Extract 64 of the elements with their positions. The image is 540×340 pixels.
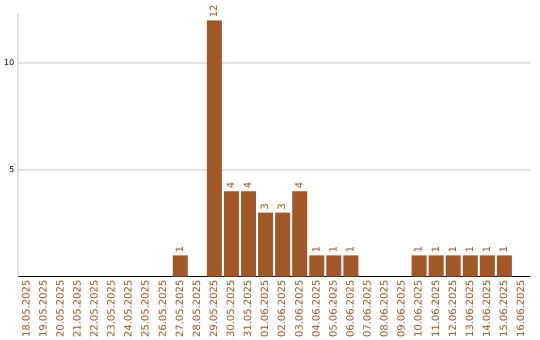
data-label: 1 xyxy=(328,246,340,252)
bar xyxy=(206,20,222,277)
data-label: 1 xyxy=(499,246,510,252)
x-tick-label: 16.06.2025 xyxy=(516,280,528,338)
x-tick-label: 25.05.2025 xyxy=(140,280,152,338)
bar xyxy=(258,212,274,277)
x-tick-label: 12.06.2025 xyxy=(448,280,459,338)
x-tick-label: 28.05.2025 xyxy=(192,280,203,338)
x-tick-label: 24.05.2025 xyxy=(124,280,135,338)
data-label: 3 xyxy=(260,203,272,210)
bar xyxy=(462,255,478,277)
x-tick-label: 01.06.2025 xyxy=(260,280,272,338)
data-label: 1 xyxy=(414,246,425,252)
bar xyxy=(240,191,256,277)
x-tick-label: 05.06.2025 xyxy=(328,280,340,338)
data-label: 4 xyxy=(226,182,238,188)
x-tick-label: 06.06.2025 xyxy=(345,280,356,338)
bar xyxy=(412,255,427,277)
data-label: 1 xyxy=(448,246,459,252)
x-tick-label: 14.06.2025 xyxy=(482,280,493,338)
bar xyxy=(275,212,290,277)
y-tick-label: 5 xyxy=(9,165,14,174)
bar xyxy=(428,255,444,277)
bar xyxy=(292,191,308,277)
x-tick-label: 08.06.2025 xyxy=(380,280,391,338)
x-tick-label: 21.05.2025 xyxy=(72,280,84,338)
x-tick-label: 18.05.2025 xyxy=(21,280,32,338)
y-tick-label: 10 xyxy=(4,58,14,68)
data-label: 1 xyxy=(311,246,322,252)
x-tick-label: 23.05.2025 xyxy=(106,280,118,338)
x-tick-label: 27.05.2025 xyxy=(174,280,186,338)
bar xyxy=(172,255,188,277)
bar xyxy=(326,255,342,277)
x-tick-label: 15.06.2025 xyxy=(499,280,510,338)
data-label: 1 xyxy=(464,246,476,252)
bar xyxy=(309,255,324,277)
data-label: 1 xyxy=(482,246,493,252)
data-label: 3 xyxy=(277,203,288,210)
x-tick-label: 29.05.2025 xyxy=(208,280,220,338)
bar xyxy=(224,191,239,277)
x-tick-label: 26.05.2025 xyxy=(158,280,169,338)
x-tick-label: 19.05.2025 xyxy=(38,280,50,338)
x-tick-label: 04.06.2025 xyxy=(311,280,322,338)
x-tick-label: 11.06.2025 xyxy=(430,280,442,338)
x-tick-label: 10.06.2025 xyxy=(414,280,425,338)
x-tick-label: 02.06.2025 xyxy=(277,280,288,338)
x-tick-label: 13.06.2025 xyxy=(464,280,476,338)
x-tick-label: 30.05.2025 xyxy=(226,280,238,338)
x-tick-label: 09.06.2025 xyxy=(396,280,408,338)
bar xyxy=(496,255,512,277)
x-tick-label: 07.06.2025 xyxy=(362,280,374,338)
data-label: 4 xyxy=(243,182,254,188)
bar xyxy=(343,255,358,277)
x-tick-label: 22.05.2025 xyxy=(90,280,101,338)
x-tick-label: 20.05.2025 xyxy=(55,280,66,338)
data-label: 1 xyxy=(174,246,186,252)
data-label: 1 xyxy=(345,246,356,252)
data-label: 12 xyxy=(208,4,220,18)
bar xyxy=(480,255,495,277)
bar xyxy=(446,255,461,277)
data-label: 4 xyxy=(294,182,306,188)
x-tick-label: 03.06.2025 xyxy=(294,280,306,338)
x-tick-label: 31.05.2025 xyxy=(243,280,254,338)
data-label: 1 xyxy=(430,246,442,252)
